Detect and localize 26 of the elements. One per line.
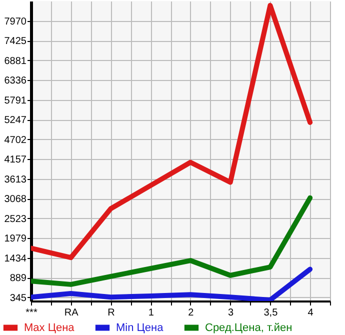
legend-label: Min Цена xyxy=(116,322,164,334)
y-tick-label: 3068 xyxy=(4,194,27,206)
x-tick-label: *** xyxy=(26,308,38,318)
x-tick-label: 3 xyxy=(228,308,234,318)
x-tick-label: 3,5 xyxy=(264,308,278,318)
y-tick-label: 2523 xyxy=(4,214,27,225)
y-tick-label: 5791 xyxy=(4,95,27,106)
x-tick-label: RA xyxy=(64,308,79,318)
x-tick-label: R xyxy=(108,308,115,318)
legend-label: Max Цена xyxy=(24,322,76,334)
x-tick-label: 2 xyxy=(188,308,194,318)
y-tick-label: 1434 xyxy=(4,253,27,264)
y-tick-label: 5247 xyxy=(4,115,27,126)
y-tick-label: 345 xyxy=(10,292,27,304)
y-tick-label: 6881 xyxy=(4,56,27,67)
y-tick-label: 3613 xyxy=(4,174,27,186)
x-tick-label: 4 xyxy=(308,308,314,318)
y-tick-label: 4157 xyxy=(4,154,27,166)
y-tick-label: 6336 xyxy=(4,76,27,87)
y-tick-label: 7970 xyxy=(4,16,27,28)
y-tick-label: 7425 xyxy=(4,36,27,48)
x-tick-label: 1 xyxy=(148,308,154,318)
y-tick-label: 4702 xyxy=(4,134,27,146)
y-tick-label: 1979 xyxy=(4,234,27,245)
y-tick-label: 889 xyxy=(10,273,27,284)
legend-label: Сред.Цена, т.йен xyxy=(205,322,292,334)
